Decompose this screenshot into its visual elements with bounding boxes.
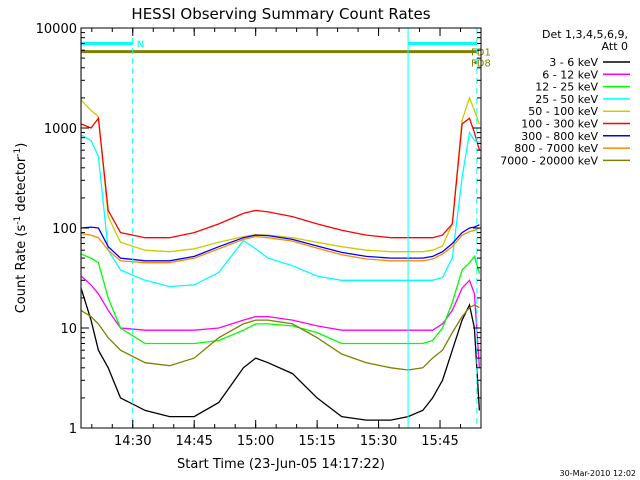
legend-label-0: 3 - 6 keV (549, 56, 598, 69)
y-tick-label-3: 1000 (44, 122, 77, 137)
legend-label-3: 25 - 50 keV (535, 93, 598, 106)
y-axis-title-main: Count Rate (s (14, 225, 29, 314)
legend-header-detectors: Det 1,3,4,5,6,9, (542, 28, 628, 41)
series-line-3 (81, 130, 480, 288)
plot-series-layer (81, 95, 481, 421)
x-tick-label-1: 14:45 (175, 434, 212, 449)
legend-label-5: 100 - 300 keV (521, 118, 598, 131)
series-line-7 (81, 227, 480, 264)
y-axis-title: Count Rate (s-1 detector-1) (13, 143, 29, 314)
x-tick-label-0: 14:30 (114, 434, 151, 449)
x-tick-label-5: 15:45 (421, 434, 458, 449)
chart-title: HESSI Observing Summary Count Rates (131, 5, 430, 23)
y-axis: 1 10 100 1000 10000 (36, 22, 481, 437)
series-line-5 (81, 116, 481, 239)
x-tick-label-3: 15:15 (298, 434, 335, 449)
series-line-2 (81, 253, 481, 345)
legend-label-1: 6 - 12 keV (542, 68, 598, 81)
legend-header-attenuator: Att 0 (602, 40, 628, 53)
legend-label-7: 800 - 7000 keV (514, 142, 598, 155)
footer-timestamp: 30-Mar-2010 12:02 (560, 469, 637, 478)
y-axis-title-sup1: -1 (13, 216, 23, 225)
legend-label-2: 12 - 25 keV (535, 81, 598, 94)
y-axis-title-mid: detector (14, 156, 29, 216)
y-tick-label-2: 100 (52, 222, 77, 237)
series-line-6 (81, 224, 480, 262)
x-tick-label-2: 15:00 (237, 434, 274, 449)
y-tick-label-0: 1 (69, 422, 77, 437)
x-axis-title: Start Time (23-Jun-05 14:17:22) (177, 457, 385, 472)
series-line-4 (81, 95, 481, 253)
y-axis-title-end: ) (14, 143, 29, 148)
legend-label-4: 50 - 100 keV (528, 105, 598, 118)
y-tick-label-4: 10000 (36, 22, 77, 37)
flag-marker-n: N (137, 39, 144, 50)
x-tick-label-4: 15:30 (360, 434, 397, 449)
series-line-0 (81, 288, 481, 421)
legend-label-8: 7000 - 20000 keV (500, 154, 598, 167)
y-axis-title-sup2: -1 (13, 148, 23, 157)
y-tick-label-1: 10 (60, 322, 77, 337)
series-line-8 (81, 304, 480, 371)
x-axis: 14:30 14:45 15:00 15:15 15:30 15:45 (91, 28, 482, 449)
legend-label-6: 300 - 800 keV (521, 130, 598, 143)
series-group (81, 95, 481, 421)
series-line-1 (81, 275, 481, 368)
